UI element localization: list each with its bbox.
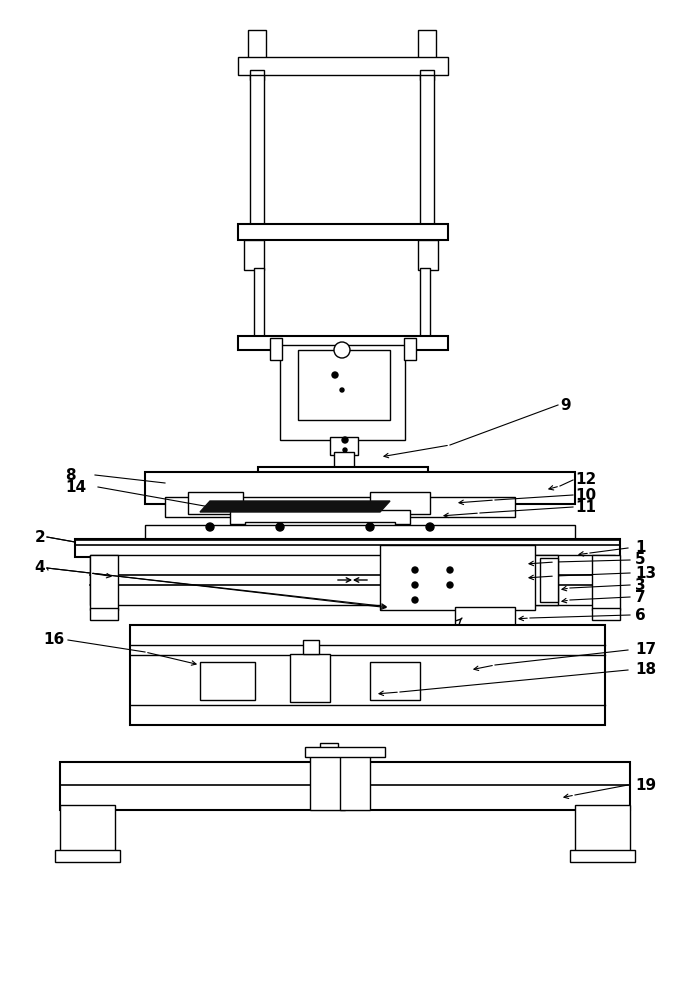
- Text: 12: 12: [575, 473, 596, 488]
- Bar: [528, 555, 558, 605]
- Bar: [258, 467, 428, 485]
- Bar: [200, 662, 255, 700]
- Text: 8: 8: [65, 468, 76, 483]
- Bar: [592, 608, 620, 620]
- Text: 9: 9: [560, 397, 571, 412]
- Bar: [238, 336, 448, 350]
- Circle shape: [412, 582, 418, 588]
- Bar: [303, 640, 319, 654]
- Bar: [145, 472, 575, 504]
- Circle shape: [447, 567, 453, 573]
- Bar: [75, 539, 620, 557]
- Bar: [258, 480, 274, 490]
- Circle shape: [343, 448, 347, 452]
- Bar: [592, 555, 620, 610]
- Bar: [420, 70, 434, 80]
- Text: 13: 13: [635, 566, 656, 580]
- Text: 11: 11: [575, 499, 596, 514]
- Bar: [60, 762, 630, 810]
- Bar: [245, 522, 395, 536]
- Bar: [250, 70, 264, 80]
- Bar: [145, 525, 575, 539]
- Bar: [418, 240, 438, 270]
- Circle shape: [334, 342, 350, 358]
- Bar: [465, 550, 525, 572]
- Text: 7: 7: [635, 589, 646, 604]
- Bar: [320, 743, 338, 755]
- Bar: [238, 57, 448, 75]
- Text: 17: 17: [635, 643, 656, 658]
- Bar: [370, 662, 420, 700]
- Circle shape: [426, 523, 434, 531]
- Text: 18: 18: [635, 662, 656, 678]
- Text: 5: 5: [635, 552, 646, 568]
- Bar: [90, 555, 118, 610]
- Bar: [334, 452, 354, 470]
- Bar: [475, 570, 525, 582]
- Bar: [305, 747, 385, 757]
- Text: 19: 19: [635, 778, 656, 792]
- Bar: [230, 510, 410, 524]
- Bar: [238, 224, 448, 240]
- Bar: [330, 437, 358, 455]
- Bar: [165, 497, 515, 517]
- Bar: [298, 350, 390, 420]
- Bar: [60, 805, 115, 855]
- Circle shape: [206, 523, 214, 531]
- Bar: [380, 545, 535, 610]
- Circle shape: [412, 597, 418, 603]
- Bar: [310, 755, 345, 810]
- Circle shape: [342, 437, 348, 443]
- Bar: [248, 30, 266, 60]
- Circle shape: [412, 567, 418, 573]
- Text: 4: 4: [34, 560, 45, 576]
- Circle shape: [332, 372, 338, 378]
- Bar: [188, 492, 243, 514]
- Bar: [90, 555, 615, 605]
- Bar: [455, 607, 515, 625]
- Bar: [250, 75, 264, 230]
- Bar: [280, 345, 405, 440]
- Bar: [540, 558, 558, 602]
- Bar: [244, 240, 264, 270]
- Bar: [290, 654, 330, 702]
- Text: 2: 2: [34, 530, 45, 544]
- Bar: [420, 75, 434, 230]
- Bar: [412, 480, 428, 490]
- Bar: [254, 268, 264, 340]
- Circle shape: [366, 523, 374, 531]
- Circle shape: [340, 388, 344, 392]
- Bar: [404, 338, 416, 360]
- Circle shape: [447, 582, 453, 588]
- Bar: [55, 850, 120, 862]
- Bar: [575, 805, 630, 855]
- Text: 14: 14: [65, 480, 86, 494]
- Text: 3: 3: [635, 578, 646, 592]
- Bar: [270, 338, 282, 360]
- Text: 10: 10: [575, 488, 596, 502]
- Polygon shape: [200, 501, 390, 512]
- Circle shape: [276, 523, 284, 531]
- Bar: [418, 30, 436, 60]
- Bar: [420, 268, 430, 340]
- Text: 1: 1: [635, 540, 646, 556]
- Bar: [340, 755, 370, 810]
- Text: 16: 16: [44, 633, 65, 648]
- Bar: [90, 608, 118, 620]
- Bar: [370, 492, 430, 514]
- Text: 6: 6: [635, 607, 646, 622]
- Bar: [130, 625, 605, 725]
- Bar: [570, 850, 635, 862]
